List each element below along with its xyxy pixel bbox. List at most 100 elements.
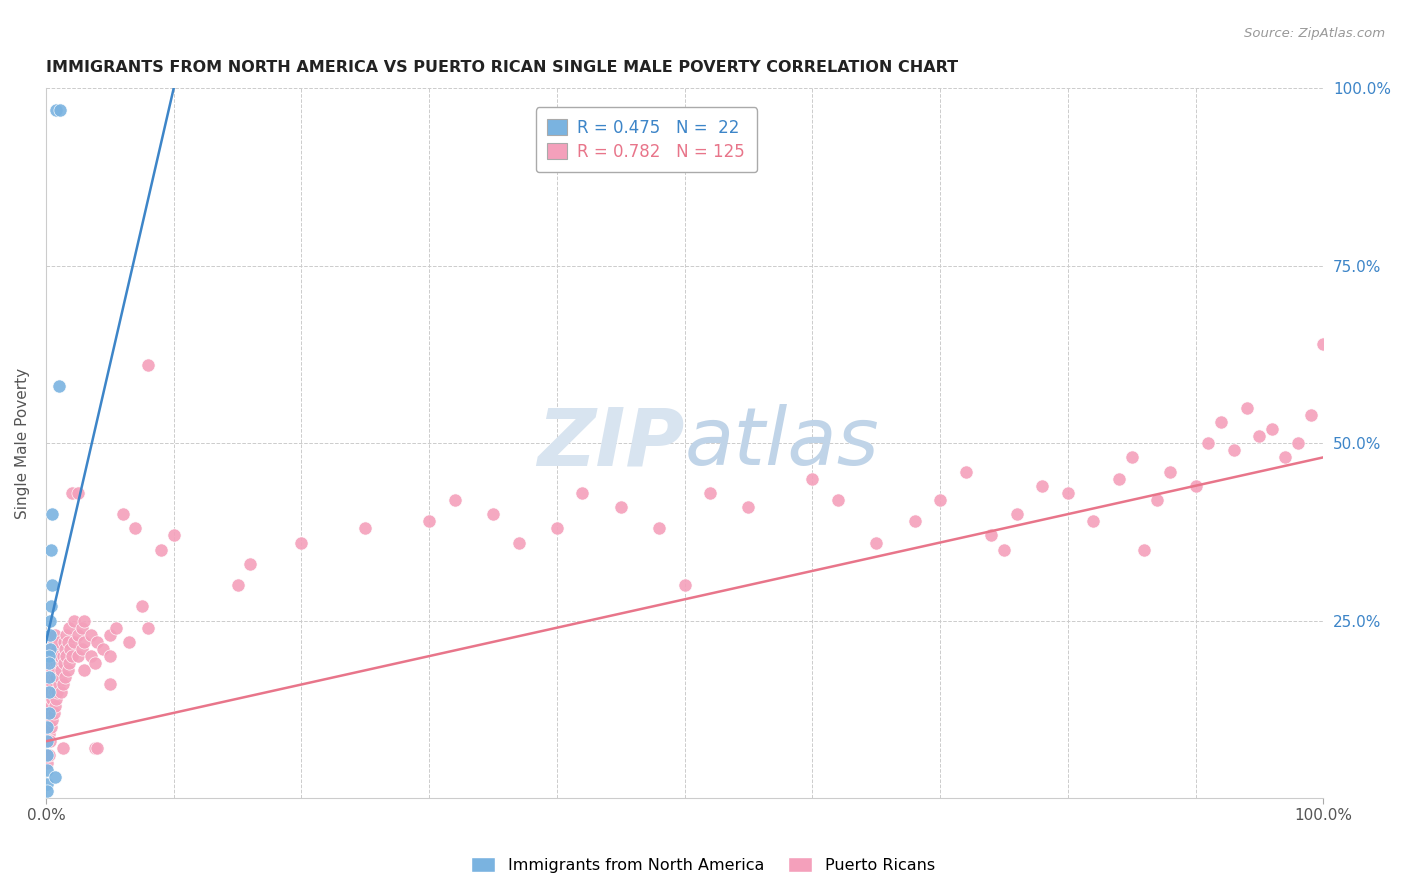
Point xyxy=(48,635,70,649)
Point xyxy=(443,492,465,507)
Point xyxy=(1236,401,1258,415)
Point xyxy=(44,663,66,677)
Point xyxy=(44,698,66,713)
Point xyxy=(45,103,67,117)
Point xyxy=(38,670,60,684)
Point xyxy=(41,663,63,677)
Point xyxy=(1249,429,1271,443)
Point xyxy=(52,677,75,691)
Point xyxy=(46,642,69,657)
Point xyxy=(1286,436,1309,450)
Text: IMMIGRANTS FROM NORTH AMERICA VS PUERTO RICAN SINGLE MALE POVERTY CORRELATION CH: IMMIGRANTS FROM NORTH AMERICA VS PUERTO … xyxy=(46,60,957,75)
Point xyxy=(38,663,60,677)
Point xyxy=(58,656,80,670)
Point xyxy=(571,486,593,500)
Point xyxy=(39,542,62,557)
Point xyxy=(1261,422,1284,436)
Point xyxy=(149,542,172,557)
Point xyxy=(45,642,67,657)
Point xyxy=(136,358,159,372)
Point xyxy=(52,649,75,664)
Point xyxy=(98,677,121,691)
Point xyxy=(1184,479,1206,493)
Point xyxy=(827,492,849,507)
Point xyxy=(83,656,105,670)
Point xyxy=(58,621,80,635)
Point xyxy=(63,635,86,649)
Point xyxy=(46,663,69,677)
Point xyxy=(39,642,62,657)
Point xyxy=(37,720,59,734)
Point xyxy=(49,670,72,684)
Point xyxy=(124,521,146,535)
Point xyxy=(37,734,59,748)
Point xyxy=(41,649,63,664)
Point xyxy=(52,741,75,756)
Point xyxy=(37,734,59,748)
Point xyxy=(418,514,440,528)
Point xyxy=(59,642,82,657)
Point xyxy=(903,514,925,528)
Point xyxy=(39,684,62,698)
Point xyxy=(52,635,75,649)
Point xyxy=(45,691,67,706)
Point xyxy=(1159,465,1181,479)
Point xyxy=(98,649,121,664)
Point xyxy=(42,706,65,720)
Point xyxy=(508,535,530,549)
Point xyxy=(865,535,887,549)
Point xyxy=(52,656,75,670)
Point xyxy=(118,635,141,649)
Point xyxy=(648,521,671,535)
Point xyxy=(37,777,59,791)
Point xyxy=(66,649,89,664)
Point xyxy=(1108,472,1130,486)
Point xyxy=(37,756,59,770)
Point xyxy=(48,677,70,691)
Legend: R = 0.475   N =  22, R = 0.782   N = 125: R = 0.475 N = 22, R = 0.782 N = 125 xyxy=(536,107,756,172)
Point xyxy=(70,621,93,635)
Point xyxy=(44,628,66,642)
Point xyxy=(290,535,312,549)
Point xyxy=(1133,542,1156,557)
Point xyxy=(105,621,128,635)
Point xyxy=(49,103,72,117)
Point xyxy=(38,727,60,741)
Point xyxy=(46,684,69,698)
Point xyxy=(38,713,60,727)
Point xyxy=(73,635,96,649)
Point xyxy=(610,500,633,514)
Point xyxy=(38,677,60,691)
Point xyxy=(48,379,70,393)
Point xyxy=(51,663,73,677)
Point xyxy=(39,656,62,670)
Point xyxy=(39,670,62,684)
Point xyxy=(63,614,86,628)
Point xyxy=(86,741,108,756)
Point xyxy=(482,507,505,521)
Point xyxy=(163,528,186,542)
Point xyxy=(39,698,62,713)
Point xyxy=(699,486,721,500)
Point xyxy=(39,720,62,734)
Point xyxy=(38,656,60,670)
Point xyxy=(37,706,59,720)
Point xyxy=(55,649,77,664)
Point xyxy=(60,486,83,500)
Point xyxy=(38,748,60,763)
Point xyxy=(56,635,79,649)
Point xyxy=(42,684,65,698)
Point xyxy=(1031,479,1053,493)
Point xyxy=(38,649,60,664)
Text: atlas: atlas xyxy=(685,404,879,483)
Text: ZIP: ZIP xyxy=(537,404,685,483)
Point xyxy=(1209,415,1232,429)
Point xyxy=(737,500,759,514)
Point xyxy=(41,507,63,521)
Point xyxy=(955,465,977,479)
Point xyxy=(38,691,60,706)
Point xyxy=(44,649,66,664)
Point xyxy=(45,670,67,684)
Point xyxy=(38,670,60,684)
Point xyxy=(41,578,63,592)
